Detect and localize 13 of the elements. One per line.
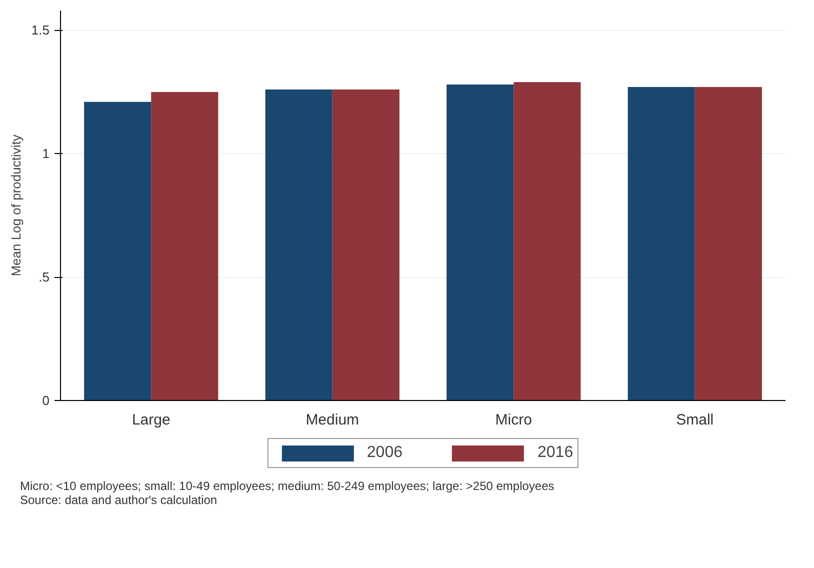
y-axis-title: Mean Log of productivity <box>8 134 24 276</box>
y-tick-label: 1.5 <box>31 22 50 38</box>
x-tick-label: Large <box>132 412 170 428</box>
text: Micro: <10 employees; small: 10-49 employees; medium: 50-249 employees; large: >250 employees <box>20 479 554 493</box>
legend-label: 2006 <box>366 444 402 462</box>
x-tick-label: Micro <box>495 412 532 428</box>
legend-label: 2016 <box>538 444 574 462</box>
y-tick-label: 1 <box>42 146 50 162</box>
x-tick-label: Small <box>676 412 714 428</box>
y-tick-label: 0 <box>42 393 50 408</box>
source-note: Source: data and author's calculation <box>20 492 218 507</box>
y-tick-label: .5 <box>38 270 50 285</box>
x-tick-label: Medium <box>306 412 360 428</box>
